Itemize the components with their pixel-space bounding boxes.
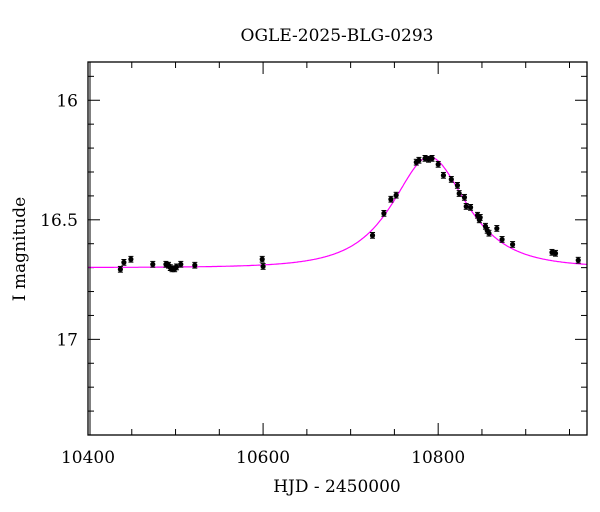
point-marker [393,192,399,198]
data-point [150,260,156,268]
point-marker [121,259,127,265]
point-marker [429,155,435,161]
x-tick-label: 10400 [61,448,115,468]
point-marker [440,172,447,178]
point-marker [477,214,483,221]
data-point [448,176,454,183]
chart-title: OGLE-2025-BLG-0293 [241,26,434,46]
point-marker [192,262,198,268]
data-point [369,231,376,239]
plot-frame [87,61,588,436]
data-point [463,203,469,210]
point-marker [463,203,469,210]
y-tick-label: 16.5 [40,211,78,231]
point-marker [552,250,559,256]
axis-ticks [87,62,587,436]
tick-labels: 10400 10600 10800 16 16.5 17 [40,91,465,468]
data-point [117,265,123,273]
point-marker [454,182,461,188]
data-point [128,255,134,263]
point-marker [448,176,454,182]
data-point [435,160,441,168]
point-marker [388,196,394,202]
data-point [461,193,468,201]
y-axis-label: I magnitude [10,197,30,301]
point-marker [260,263,266,270]
data-point [173,263,180,271]
x-axis-label: HJD - 2450000 [273,477,401,497]
data-point [178,260,184,268]
data-point [440,171,447,179]
data-point [429,154,435,162]
point-marker [259,256,265,262]
data-points [117,154,581,273]
model-curve [88,156,588,268]
point-marker [128,256,134,262]
point-marker [494,225,500,232]
point-marker [117,266,123,272]
point-marker [486,230,492,236]
x-tick-label: 10800 [411,448,465,468]
point-marker [150,261,156,267]
point-marker [509,241,516,248]
data-point [486,229,492,237]
data-point [494,225,500,232]
point-marker [575,257,581,263]
data-point [260,263,266,270]
y-tick-label: 17 [56,330,78,350]
data-point [393,191,399,199]
point-marker [173,264,180,270]
point-marker [416,157,422,163]
data-point [575,256,581,264]
point-marker [178,261,184,267]
data-point [416,156,422,164]
point-marker [435,161,441,167]
data-point [552,249,559,257]
data-point [388,195,394,203]
data-point [477,214,483,221]
data-point [509,241,516,248]
point-marker [467,204,474,210]
point-marker [381,210,387,216]
point-marker [499,236,505,243]
data-point [121,258,127,266]
data-point [425,155,432,163]
data-point [467,204,474,211]
data-point [499,236,505,243]
data-point [381,209,387,217]
data-point [456,190,462,197]
y-tick-label: 16 [56,91,78,111]
point-marker [456,190,462,197]
data-point [454,182,461,189]
data-point [192,261,198,269]
point-marker [369,232,376,238]
data-point [259,255,265,263]
point-marker [461,194,468,200]
x-tick-label: 10600 [236,448,290,468]
